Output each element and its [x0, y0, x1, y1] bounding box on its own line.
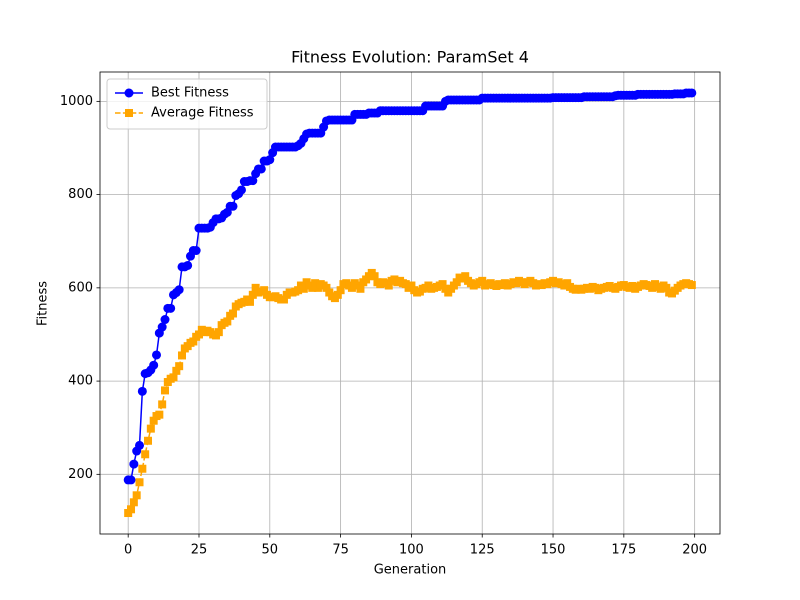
data-point	[228, 309, 237, 318]
data-point	[155, 410, 164, 419]
data-point	[149, 416, 158, 425]
data-point	[687, 88, 697, 98]
data-point	[356, 284, 365, 293]
x-tick-label: 25	[191, 543, 208, 558]
data-point	[126, 475, 136, 485]
data-point	[438, 280, 447, 289]
data-point	[149, 360, 159, 370]
data-point	[146, 424, 155, 433]
data-point	[322, 283, 331, 292]
data-point	[166, 303, 176, 313]
data-point	[370, 272, 379, 281]
series	[124, 268, 696, 518]
data-point	[141, 450, 150, 459]
y-tick-label: 800	[68, 187, 93, 202]
data-point	[144, 436, 153, 445]
data-point	[308, 283, 317, 292]
x-tick-label: 50	[262, 543, 279, 558]
data-point	[248, 176, 258, 186]
data-point	[461, 272, 470, 281]
data-point	[157, 322, 167, 332]
data-point	[158, 400, 167, 409]
data-point	[407, 281, 416, 290]
data-point	[132, 491, 141, 500]
data-point	[189, 337, 198, 346]
data-point	[138, 464, 147, 473]
legend-marker	[125, 109, 133, 117]
data-point	[384, 281, 393, 290]
data-point	[175, 362, 184, 371]
data-point	[299, 284, 308, 293]
data-point	[256, 164, 266, 174]
data-point	[172, 366, 181, 375]
x-tick-label: 100	[399, 543, 424, 558]
data-point	[194, 330, 203, 339]
data-point	[127, 505, 136, 514]
data-point	[174, 285, 184, 295]
plot-frame	[99, 71, 721, 535]
data-point	[223, 317, 232, 326]
data-point	[228, 201, 238, 211]
data-point	[137, 386, 147, 396]
legend-label: Best Fitness	[151, 86, 229, 101]
y-tick-label: 1000	[60, 94, 93, 109]
data-point	[191, 246, 201, 256]
legend-marker	[124, 88, 134, 98]
data-point	[336, 286, 345, 295]
data-point	[169, 373, 178, 382]
data-point	[662, 283, 671, 292]
data-point	[260, 286, 269, 295]
data-point	[251, 283, 260, 292]
data-point	[294, 286, 303, 295]
data-point	[265, 155, 275, 165]
legend-label: Average Fitness	[151, 106, 254, 121]
x-tick-label: 150	[541, 543, 566, 558]
data-point	[183, 260, 193, 270]
data-point	[214, 328, 223, 337]
x-tick-label: 125	[470, 543, 495, 558]
y-tick-label: 600	[68, 280, 93, 295]
data-point	[236, 185, 246, 195]
data-point	[279, 295, 288, 304]
data-point	[687, 281, 696, 290]
data-point	[245, 297, 254, 306]
data-point	[311, 279, 320, 288]
data-point	[129, 459, 139, 469]
legend: Best Fitness Average Fitness	[106, 78, 268, 130]
data-point	[333, 290, 342, 299]
data-point	[129, 498, 138, 507]
y-axis-label: Fitness	[36, 281, 51, 326]
data-point	[347, 283, 356, 292]
data-point	[135, 478, 144, 487]
x-tick-label: 75	[332, 543, 349, 558]
legend-box	[106, 78, 268, 130]
data-point	[452, 278, 461, 287]
x-tick-label: 175	[611, 543, 636, 558]
x-tick-label: 0	[124, 543, 132, 558]
data-point	[177, 351, 186, 360]
data-point	[152, 350, 162, 360]
series	[123, 88, 697, 485]
data-point	[248, 290, 257, 299]
data-point	[135, 440, 145, 450]
data-point	[160, 315, 170, 325]
y-tick-label: 400	[68, 374, 93, 389]
y-tick-label: 200	[68, 467, 93, 482]
data-point	[478, 276, 487, 285]
data-point	[161, 386, 170, 395]
x-axis-label: Generation	[374, 563, 447, 578]
x-tick-label: 200	[682, 543, 707, 558]
chart-title: Fitness Evolution: ParamSet 4	[291, 48, 529, 67]
